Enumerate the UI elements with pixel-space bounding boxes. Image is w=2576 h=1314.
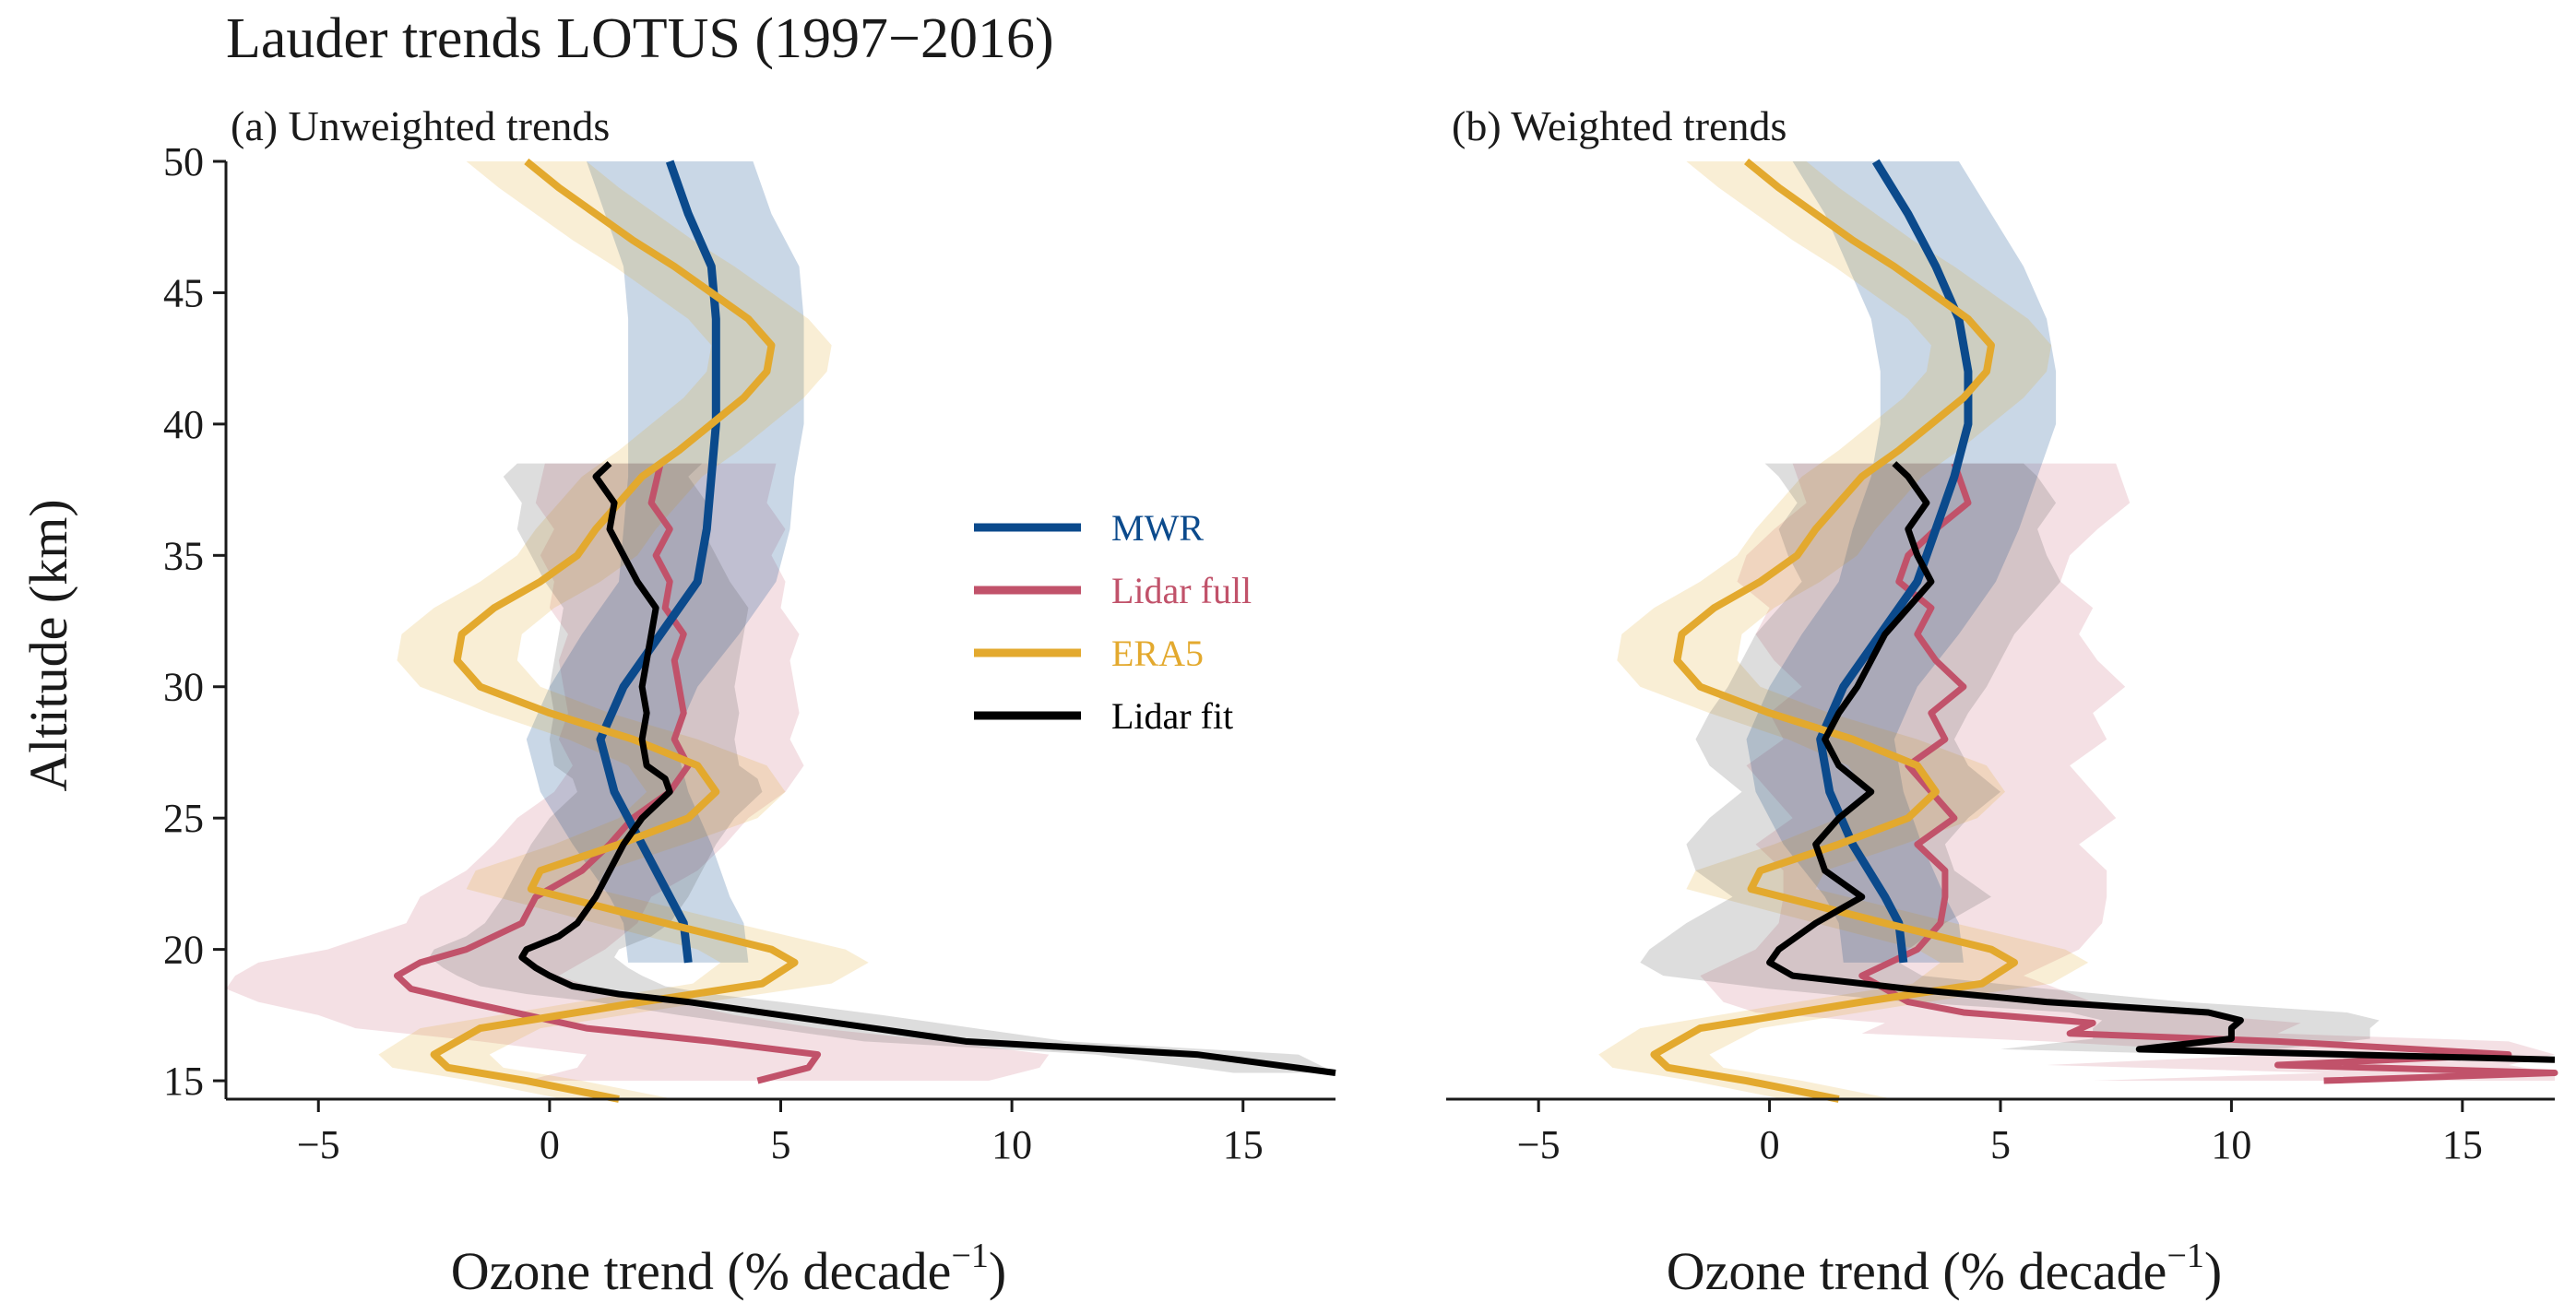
y-tick-label-a: 30 xyxy=(163,665,204,710)
y-tick-label-a: 25 xyxy=(163,796,204,841)
y-axis-label: Altitude (km) xyxy=(18,499,78,791)
x-tick-label-b: 0 xyxy=(1760,1122,1780,1167)
x-tick-label-a: 15 xyxy=(1223,1122,1264,1167)
band-lidar-full-b xyxy=(1700,463,2555,1082)
line-era5-a xyxy=(430,158,799,1103)
legend: MWR Lidar full ERA5 Lidar fit xyxy=(974,507,1252,737)
line-mwr-a xyxy=(596,160,720,964)
line-lidar-fit-b xyxy=(1766,461,2556,1063)
legend-label-lidar-full: Lidar full xyxy=(1111,570,1252,611)
y-tick-label-a: 15 xyxy=(163,1059,204,1104)
x-axis-label-b: Ozone trend (% decade−1) xyxy=(1667,1237,2222,1301)
panel-a-plot xyxy=(226,158,1336,1103)
y-tick-label-a: 20 xyxy=(163,928,204,973)
x-tick-label-b: −5 xyxy=(1517,1122,1561,1167)
line-era5-b xyxy=(1650,158,2019,1103)
panel-b: (b) Weighted trends −5 0 5 10 15 xyxy=(1446,102,2558,1167)
x-tick-label-a: 5 xyxy=(771,1122,791,1167)
x-tick-label-a: 0 xyxy=(540,1122,560,1167)
x-tick-label-b: 15 xyxy=(2442,1122,2483,1167)
legend-label-era5: ERA5 xyxy=(1111,633,1204,674)
y-tick-label-a: 50 xyxy=(163,139,204,184)
legend-label-lidar-fit: Lidar fit xyxy=(1111,695,1233,737)
figure-title: Lauder trends LOTUS (1997−2016) xyxy=(226,7,1054,70)
panel-b-plot xyxy=(1598,158,2558,1103)
x-tick-label-b: 5 xyxy=(1990,1122,2011,1167)
panel-a-title: (a) Unweighted trends xyxy=(231,102,610,149)
line-lidar-full-b xyxy=(1858,462,2558,1084)
x-tick-label-a: 10 xyxy=(991,1122,1032,1167)
line-mwr-b xyxy=(1816,159,1973,964)
panel-b-axes: −5 0 5 10 15 xyxy=(1446,1097,2555,1167)
band-lidar-fit-b xyxy=(1640,463,2555,1060)
y-tick-label-a: 35 xyxy=(163,533,204,578)
y-tick-label-a: 45 xyxy=(163,270,204,315)
panel-a-axes: −5 0 5 10 15 15 20 25 30 35 40 45 50 xyxy=(163,139,1335,1167)
panel-b-title: (b) Weighted trends xyxy=(1452,102,1787,149)
x-axis-label-a: Ozone trend (% decade−1) xyxy=(451,1237,1006,1301)
band-lidar-full-a xyxy=(226,463,1050,1082)
x-tick-label-b: 10 xyxy=(2211,1122,2251,1167)
legend-label-mwr: MWR xyxy=(1111,507,1204,549)
band-mwr-a xyxy=(526,161,804,963)
y-tick-label-a: 40 xyxy=(163,402,204,447)
line-lidar-fit-a xyxy=(518,461,1336,1076)
x-tick-label-a: −5 xyxy=(297,1122,340,1167)
panel-a: (a) Unweighted trends −5 0 5 10 15 15 20 25 30 35… xyxy=(163,102,1336,1167)
